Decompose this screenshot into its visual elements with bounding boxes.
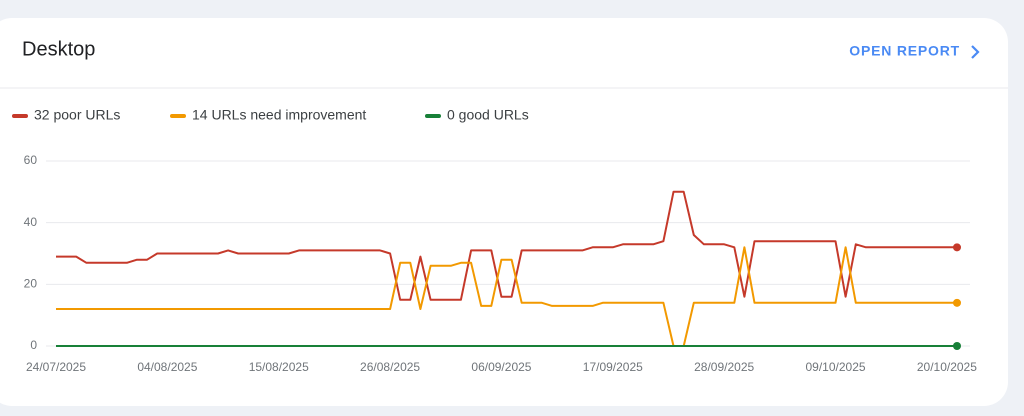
x-tick-label: 26/08/2025: [360, 360, 420, 374]
x-tick-label: 24/07/2025: [26, 360, 86, 374]
x-tick-label: 06/09/2025: [471, 360, 531, 374]
x-tick-label: 17/09/2025: [583, 360, 643, 374]
legend-label: 0 good URLs: [447, 107, 529, 123]
card: [0, 18, 1008, 406]
legend-label: 32 poor URLs: [34, 107, 120, 123]
x-tick-label: 20/10/2025: [917, 360, 977, 374]
series-line: [56, 246, 957, 347]
x-tick-label: 04/08/2025: [137, 360, 197, 374]
card-title: Desktop: [22, 38, 95, 60]
x-tick-label: 28/09/2025: [694, 360, 754, 374]
y-tick-label: 40: [24, 215, 38, 229]
legend-label: 14 URLs need improvement: [192, 107, 366, 123]
open-report-link[interactable]: OPEN REPORT: [849, 43, 960, 59]
y-tick-label: 20: [24, 277, 38, 291]
y-tick-label: 60: [24, 153, 38, 167]
chevron-icon[interactable]: [971, 45, 980, 59]
y-tick-label: 0: [30, 338, 37, 352]
x-tick-label: 09/10/2025: [805, 360, 865, 374]
end-point: [953, 342, 961, 350]
end-point: [953, 298, 961, 307]
end-point: [953, 243, 961, 252]
series-line: [56, 190, 957, 301]
x-tick-label: 15/08/2025: [249, 360, 309, 374]
